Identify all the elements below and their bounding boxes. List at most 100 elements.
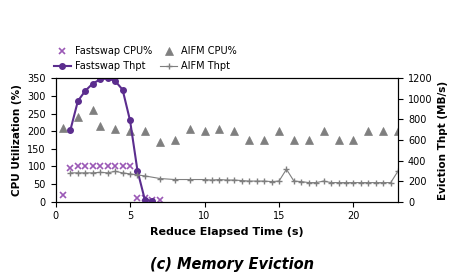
AIFM CPU% (90, 108, 95, 112)
AIFM Thpt (313, 181, 319, 184)
AIFM CPU% (381, 130, 386, 133)
AIFM CPU% (306, 138, 312, 142)
AIFM CPU% (187, 128, 193, 131)
Fastswap Thpt (105, 77, 111, 80)
AIFM CPU% (336, 138, 341, 142)
AIFM Thpt (254, 179, 259, 183)
AIFM Thpt (306, 181, 312, 184)
Fastswap CPU% (157, 198, 163, 202)
AIFM Thpt (284, 167, 289, 171)
Line: Fastswap CPU%: Fastswap CPU% (60, 163, 163, 203)
AIFM Thpt (172, 178, 177, 181)
Fastswap Thpt (82, 89, 88, 92)
Y-axis label: Eviction Thpt (MB/s): Eviction Thpt (MB/s) (438, 80, 448, 200)
AIFM Thpt (113, 170, 118, 173)
AIFM Thpt (232, 178, 237, 182)
AIFM Thpt (291, 179, 297, 183)
AIFM CPU% (98, 124, 103, 128)
Fastswap Thpt (90, 82, 95, 85)
AIFM Thpt (358, 181, 364, 184)
AIFM Thpt (157, 177, 163, 180)
AIFM Thpt (135, 173, 140, 177)
Fastswap CPU% (82, 165, 88, 168)
Fastswap CPU% (142, 196, 148, 200)
Legend: Fastswap CPU%, Fastswap Thpt, AIFM CPU%, AIFM Thpt: Fastswap CPU%, Fastswap Thpt, AIFM CPU%,… (54, 46, 237, 71)
Line: AIFM Thpt: AIFM Thpt (67, 166, 401, 186)
AIFM Thpt (328, 181, 334, 184)
AIFM CPU% (157, 140, 163, 143)
Fastswap CPU% (105, 165, 111, 168)
AIFM Thpt (388, 181, 394, 184)
Fastswap Thpt (98, 78, 103, 81)
Text: (c) Memory Eviction: (c) Memory Eviction (150, 257, 313, 272)
Fastswap CPU% (120, 165, 125, 168)
Fastswap Thpt (120, 88, 125, 91)
Fastswap Thpt (150, 199, 155, 202)
AIFM Thpt (336, 181, 341, 184)
AIFM CPU% (350, 138, 356, 142)
AIFM Thpt (321, 179, 326, 183)
Y-axis label: CPU Utilization (%): CPU Utilization (%) (12, 84, 22, 196)
AIFM CPU% (172, 138, 177, 142)
X-axis label: Reduce Elapsed Time (s): Reduce Elapsed Time (s) (150, 227, 304, 237)
Fastswap CPU% (60, 193, 66, 196)
AIFM CPU% (217, 128, 222, 131)
AIFM Thpt (217, 178, 222, 181)
AIFM CPU% (261, 138, 267, 142)
AIFM CPU% (60, 126, 66, 129)
AIFM CPU% (142, 130, 148, 133)
AIFM Thpt (82, 171, 88, 174)
AIFM Thpt (246, 179, 252, 183)
Fastswap CPU% (113, 165, 118, 168)
AIFM Thpt (343, 181, 349, 184)
Fastswap Thpt (68, 128, 73, 131)
AIFM Thpt (120, 171, 125, 174)
AIFM Thpt (75, 171, 81, 174)
AIFM Thpt (90, 171, 95, 174)
AIFM Thpt (366, 181, 371, 184)
AIFM Thpt (239, 179, 244, 182)
AIFM Thpt (105, 171, 111, 174)
Line: Fastswap Thpt: Fastswap Thpt (68, 76, 155, 203)
AIFM Thpt (142, 174, 148, 178)
Fastswap Thpt (113, 79, 118, 83)
Fastswap CPU% (75, 165, 81, 168)
AIFM Thpt (98, 171, 103, 174)
Fastswap Thpt (75, 99, 81, 103)
AIFM CPU% (291, 138, 297, 142)
Fastswap CPU% (127, 165, 133, 168)
Fastswap CPU% (90, 165, 95, 168)
Fastswap Thpt (135, 169, 140, 172)
AIFM CPU% (202, 130, 207, 133)
AIFM CPU% (276, 130, 282, 133)
AIFM Thpt (68, 171, 73, 174)
AIFM Thpt (187, 178, 193, 181)
Fastswap CPU% (135, 196, 140, 200)
AIFM Thpt (381, 181, 386, 184)
Fastswap Thpt (142, 198, 148, 202)
AIFM CPU% (232, 130, 237, 133)
AIFM CPU% (366, 130, 371, 133)
Line: AIFM CPU%: AIFM CPU% (59, 106, 402, 146)
AIFM CPU% (246, 138, 252, 142)
AIFM Thpt (276, 179, 282, 183)
AIFM CPU% (75, 115, 81, 119)
AIFM Thpt (127, 172, 133, 176)
AIFM CPU% (321, 130, 326, 133)
AIFM Thpt (224, 178, 230, 182)
AIFM Thpt (299, 180, 304, 183)
Fastswap Thpt (127, 119, 133, 122)
Fastswap CPU% (150, 198, 155, 202)
AIFM Thpt (209, 178, 215, 182)
AIFM CPU% (127, 130, 133, 133)
AIFM CPU% (113, 128, 118, 131)
AIFM Thpt (269, 180, 275, 183)
AIFM Thpt (350, 181, 356, 184)
AIFM Thpt (373, 181, 379, 184)
Fastswap CPU% (98, 165, 103, 168)
AIFM CPU% (395, 130, 401, 133)
AIFM Thpt (202, 178, 207, 181)
AIFM Thpt (395, 169, 401, 172)
Fastswap CPU% (68, 167, 73, 170)
AIFM Thpt (261, 179, 267, 183)
